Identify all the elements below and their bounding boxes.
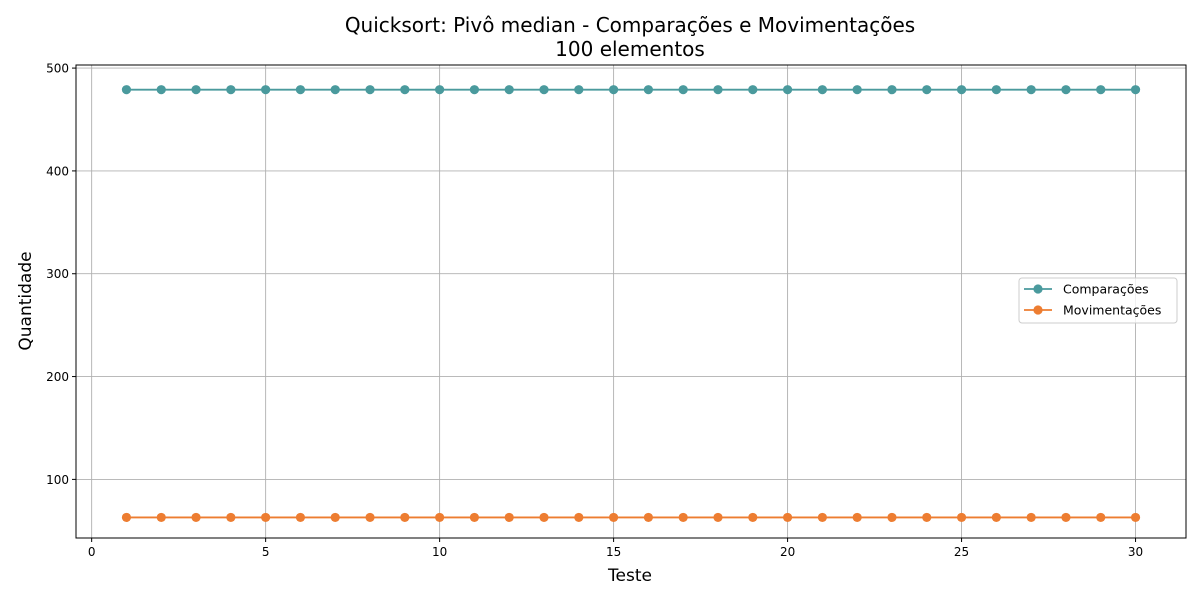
- data-point: [504, 512, 514, 523]
- data-point: [156, 85, 166, 95]
- x-axis-title: Teste: [607, 566, 652, 586]
- data-point: [748, 512, 758, 523]
- data-point: [469, 85, 480, 95]
- x-tick-label: 30: [1128, 545, 1143, 559]
- data-point: [1130, 85, 1141, 95]
- data-point: [782, 512, 793, 523]
- data-point: [191, 512, 201, 523]
- x-tick-label: 25: [954, 545, 969, 559]
- data-point: [295, 85, 306, 95]
- data-point: [435, 512, 445, 523]
- data-point: [922, 512, 932, 523]
- data-point: [817, 85, 827, 95]
- data-point: [504, 85, 514, 95]
- y-tick-label: 400: [46, 164, 69, 178]
- y-tick-label: 200: [46, 370, 69, 384]
- data-point: [852, 512, 862, 523]
- data-point: [261, 85, 271, 95]
- legend: Comparações Movimentações: [1018, 277, 1178, 324]
- chart-title: Quicksort: Pivô median - Comparações e M…: [345, 13, 915, 37]
- data-point: [956, 512, 967, 523]
- grid-layer: [76, 65, 1186, 538]
- data-point: [400, 512, 410, 523]
- data-point: [365, 512, 375, 523]
- data-point: [469, 512, 480, 523]
- x-tick-label: 15: [606, 545, 621, 559]
- y-tick-label: 300: [46, 267, 69, 281]
- data-point: [330, 85, 340, 95]
- data-point: [887, 512, 897, 523]
- data-point: [643, 512, 653, 523]
- data-point: [121, 512, 132, 523]
- data-point: [991, 512, 1001, 523]
- data-point: [574, 85, 584, 95]
- plot-frame: [75, 64, 1187, 539]
- data-point: [191, 85, 201, 95]
- legend-marker: [1033, 305, 1043, 315]
- series-layer: [121, 85, 1141, 523]
- data-point: [643, 85, 653, 95]
- data-point: [156, 512, 166, 523]
- legend-item: Movimentações: [1024, 303, 1161, 318]
- data-point: [852, 85, 862, 95]
- x-tick-label: 10: [432, 545, 447, 559]
- data-point: [121, 85, 132, 95]
- data-point: [991, 85, 1001, 95]
- data-point: [435, 85, 445, 95]
- data-point: [226, 85, 236, 95]
- legend-item: Comparações: [1024, 282, 1149, 297]
- y-tick-label: 100: [46, 473, 69, 487]
- data-point: [609, 512, 619, 523]
- data-point: [678, 85, 688, 95]
- chart-subtitle: 100 elementos: [555, 37, 705, 61]
- data-point: [782, 85, 793, 95]
- series-0: [121, 85, 1141, 95]
- data-point: [226, 512, 236, 523]
- data-point: [1061, 85, 1071, 95]
- data-point: [609, 85, 619, 95]
- data-point: [261, 512, 271, 523]
- data-point: [574, 512, 584, 523]
- data-point: [678, 512, 688, 523]
- data-point: [713, 85, 723, 95]
- data-point: [922, 85, 932, 95]
- series-1: [121, 512, 1141, 523]
- data-point: [539, 512, 549, 523]
- data-point: [539, 85, 549, 95]
- data-point: [1096, 512, 1106, 523]
- data-point: [400, 85, 410, 95]
- x-tick-label: 20: [780, 545, 795, 559]
- data-point: [295, 512, 306, 523]
- data-point: [1130, 512, 1141, 523]
- data-point: [1061, 512, 1071, 523]
- data-point: [1026, 85, 1036, 95]
- data-point: [1096, 85, 1106, 95]
- y-axis-title: Quantidade: [16, 251, 36, 350]
- data-point: [748, 85, 758, 95]
- data-point: [330, 512, 340, 523]
- data-point: [887, 85, 897, 95]
- x-tick-label: 5: [262, 545, 270, 559]
- legend-marker: [1033, 284, 1043, 294]
- y-tick-label: 500: [46, 62, 69, 76]
- x-tick-label: 0: [88, 545, 96, 559]
- data-point: [713, 512, 723, 523]
- legend-label: Movimentações: [1063, 303, 1161, 318]
- data-point: [817, 512, 827, 523]
- data-point: [956, 85, 967, 95]
- data-point: [365, 85, 375, 95]
- tick-layer: 0 5 10 15 20 25 30 100 200 300 400 500: [46, 62, 1143, 559]
- legend-label: Comparações: [1063, 282, 1149, 297]
- legend-box: [1018, 277, 1178, 324]
- data-point: [1026, 512, 1036, 523]
